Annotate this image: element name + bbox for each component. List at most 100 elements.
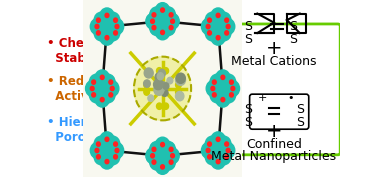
Circle shape	[175, 74, 186, 85]
Text: S: S	[289, 33, 297, 46]
Circle shape	[150, 20, 164, 36]
Circle shape	[155, 13, 170, 29]
Circle shape	[226, 148, 230, 153]
Circle shape	[96, 142, 100, 146]
Circle shape	[100, 132, 114, 148]
Circle shape	[211, 86, 215, 91]
Text: • Chemical
  Stability: • Chemical Stability	[47, 37, 119, 65]
Circle shape	[150, 19, 155, 23]
Circle shape	[231, 86, 235, 91]
Text: S: S	[244, 103, 253, 116]
Circle shape	[109, 19, 124, 35]
Circle shape	[229, 93, 233, 97]
Circle shape	[163, 68, 169, 74]
Circle shape	[161, 89, 168, 96]
Circle shape	[205, 25, 220, 41]
Circle shape	[150, 7, 164, 23]
Circle shape	[94, 149, 108, 165]
Circle shape	[109, 142, 124, 158]
Circle shape	[115, 24, 119, 29]
Circle shape	[146, 148, 160, 164]
Circle shape	[225, 18, 229, 22]
Text: S: S	[296, 116, 304, 129]
Circle shape	[161, 141, 175, 157]
Circle shape	[163, 103, 169, 109]
Circle shape	[105, 25, 120, 41]
Circle shape	[206, 148, 210, 153]
Circle shape	[216, 36, 220, 40]
Circle shape	[216, 137, 220, 141]
Circle shape	[161, 165, 164, 169]
Circle shape	[206, 24, 210, 29]
Circle shape	[100, 98, 104, 102]
Circle shape	[161, 20, 175, 36]
Circle shape	[150, 154, 155, 158]
Circle shape	[100, 8, 114, 24]
Circle shape	[176, 73, 185, 83]
Circle shape	[105, 137, 109, 141]
Circle shape	[85, 81, 100, 96]
Circle shape	[212, 93, 216, 97]
Text: S: S	[244, 33, 253, 46]
Circle shape	[211, 19, 225, 35]
Text: +: +	[266, 39, 282, 58]
Circle shape	[95, 24, 99, 29]
Circle shape	[94, 136, 108, 152]
Circle shape	[157, 87, 164, 95]
Text: S: S	[289, 20, 297, 33]
Circle shape	[211, 142, 225, 158]
Circle shape	[94, 12, 108, 28]
Circle shape	[225, 142, 229, 146]
Circle shape	[169, 25, 173, 30]
Text: • Redox
  Activity: • Redox Activity	[47, 75, 106, 103]
Circle shape	[155, 73, 163, 81]
Circle shape	[154, 84, 164, 95]
Text: •: •	[287, 93, 293, 103]
Circle shape	[95, 81, 109, 96]
Circle shape	[161, 82, 167, 89]
Circle shape	[201, 19, 216, 35]
Text: +: +	[266, 122, 282, 141]
Circle shape	[226, 24, 230, 29]
Circle shape	[210, 74, 224, 90]
FancyBboxPatch shape	[230, 24, 340, 155]
Circle shape	[96, 155, 100, 159]
Circle shape	[155, 148, 170, 164]
Circle shape	[210, 87, 224, 103]
Circle shape	[175, 82, 181, 88]
Circle shape	[169, 13, 173, 17]
Circle shape	[92, 80, 96, 84]
Circle shape	[163, 83, 169, 89]
Circle shape	[100, 75, 104, 79]
Circle shape	[101, 74, 115, 90]
Circle shape	[152, 25, 156, 30]
Circle shape	[220, 19, 235, 35]
Circle shape	[150, 154, 164, 170]
Circle shape	[208, 31, 211, 35]
Circle shape	[148, 95, 154, 101]
Circle shape	[114, 31, 118, 35]
Circle shape	[175, 92, 184, 101]
Text: Metal Cations: Metal Cations	[231, 55, 317, 68]
Circle shape	[170, 19, 175, 23]
Circle shape	[217, 136, 231, 152]
Circle shape	[205, 12, 220, 28]
Circle shape	[114, 18, 118, 22]
Circle shape	[169, 147, 173, 152]
Circle shape	[157, 73, 164, 80]
Circle shape	[109, 80, 113, 84]
Circle shape	[114, 142, 118, 146]
Circle shape	[110, 86, 114, 91]
Circle shape	[217, 25, 231, 41]
Text: Metal Nanoparticles: Metal Nanoparticles	[211, 150, 337, 163]
Circle shape	[175, 89, 181, 95]
Circle shape	[208, 142, 211, 146]
Circle shape	[96, 31, 100, 35]
Circle shape	[156, 68, 162, 74]
Circle shape	[169, 160, 173, 164]
Circle shape	[144, 89, 150, 95]
Circle shape	[221, 98, 225, 102]
Circle shape	[217, 12, 231, 28]
Circle shape	[101, 87, 115, 103]
Circle shape	[155, 137, 170, 153]
